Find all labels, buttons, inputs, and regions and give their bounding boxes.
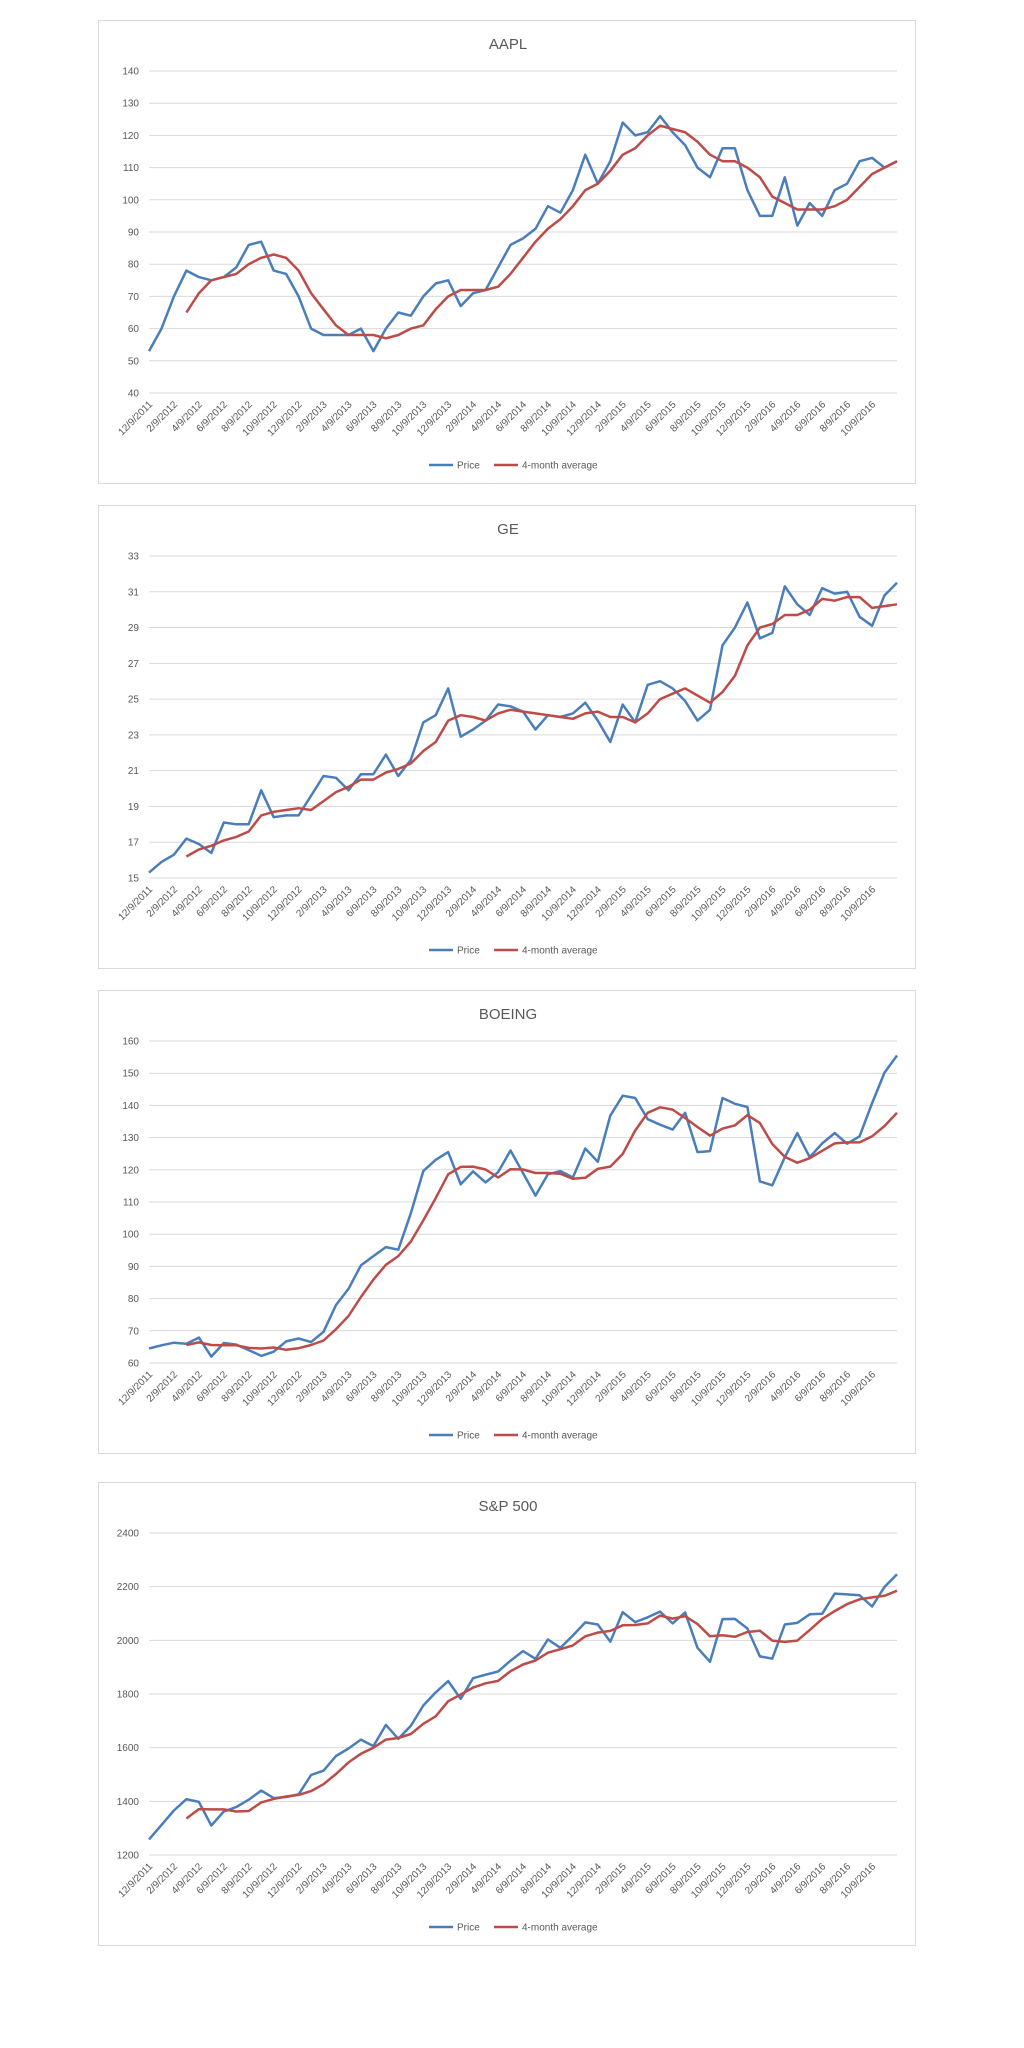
y-tick-label: 60 [128,324,140,335]
y-tick-label: 31 [128,587,140,598]
y-tick-label: 110 [123,163,139,174]
series-line-price [148,1573,898,1841]
y-tick-label: 15 [128,874,140,885]
series-line-4-month-average [185,1589,898,1820]
y-tick-label: 40 [128,389,140,400]
y-tick-label: 130 [122,1133,139,1144]
legend-label-price: Price [457,1431,480,1442]
y-tick-label: 21 [128,766,140,777]
y-tick-label: 33 [128,552,140,563]
legend-label-price: Price [457,461,480,472]
legend-label-price: Price [457,946,480,957]
y-tick-label: 140 [122,67,139,78]
y-tick-label: 1600 [117,1743,140,1754]
y-tick-label: 70 [128,292,140,303]
legend-label-4-month-average: 4-month average [522,946,598,957]
y-tick-label: 1400 [117,1797,140,1808]
series-line-4-month-average [185,124,898,340]
series-line-price [148,1054,899,1358]
y-tick-label: 23 [128,730,140,741]
chart-title: S&P 500 [479,1498,538,1515]
y-tick-label: 19 [128,802,140,813]
chart-svg: BOEING6070809010011012013014015016012/9/… [116,1006,899,1442]
y-tick-label: 60 [128,1359,140,1370]
series-line-4-month-average [186,1106,898,1352]
y-tick-label: 70 [128,1326,140,1337]
y-tick-label: 1200 [117,1851,140,1862]
y-tick-label: 110 [123,1198,139,1209]
chart-svg: S&P 500120014001600180020002200240012/9/… [116,1498,898,1934]
boeing-chart: BOEING 60 70 80 90 100 110 120 130 140 150 160 12/9/… [98,990,916,1454]
y-tick-label: 50 [128,356,140,367]
chart-title: BOEING [479,1006,537,1023]
y-tick-label: 90 [128,228,140,239]
y-tick-label: 130 [122,99,139,110]
y-tick-label: 100 [122,195,139,206]
legend-label-4-month-average: 4-month average [522,1923,598,1934]
y-tick-label: 2200 [117,1582,140,1593]
y-tick-label: 17 [128,838,140,849]
series-line-price [147,114,898,353]
legend-label-price: Price [457,1923,480,1934]
aapl-chart: AAPL 40 50 60 70 80 90 100 110 120 130 140 12/9/2011… [98,20,916,484]
sp500-chart: S&P 500 1200 1400 1600 1800 2000 2200 2400 12/9/… [98,1482,916,1946]
y-tick-label: 2000 [117,1636,140,1647]
y-tick-label: 29 [128,623,140,634]
y-tick-label: 2400 [117,1529,140,1540]
y-tick-label: 80 [128,1294,140,1305]
y-tick-label: 120 [122,131,139,142]
series-line-price [148,581,898,874]
y-tick-label: 27 [128,659,140,670]
y-tick-label: 120 [122,1165,139,1176]
legend-label-4-month-average: 4-month average [522,461,598,472]
y-tick-label: 90 [128,1262,140,1273]
chart-title: GE [497,521,519,538]
legend-label-4-month-average: 4-month average [522,1431,598,1442]
ge-chart: GE 15 17 19 21 23 25 27 29 31 33 12/9/2011 2/9/2012 4… [98,505,916,969]
y-tick-label: 1800 [117,1690,140,1701]
y-tick-label: 160 [122,1037,139,1048]
series-line-4-month-average [185,595,898,858]
chart-svg: GE1517192123252729313312/9/20112/9/20124… [116,521,898,957]
y-tick-label: 25 [128,695,140,706]
chart-title: AAPL [489,36,527,53]
y-tick-label: 80 [128,260,140,271]
chart-svg: AAPL40506070809010011012013014012/9/2011… [116,36,898,472]
y-tick-label: 100 [122,1230,139,1241]
y-tick-label: 140 [122,1101,139,1112]
y-tick-label: 150 [122,1069,139,1080]
